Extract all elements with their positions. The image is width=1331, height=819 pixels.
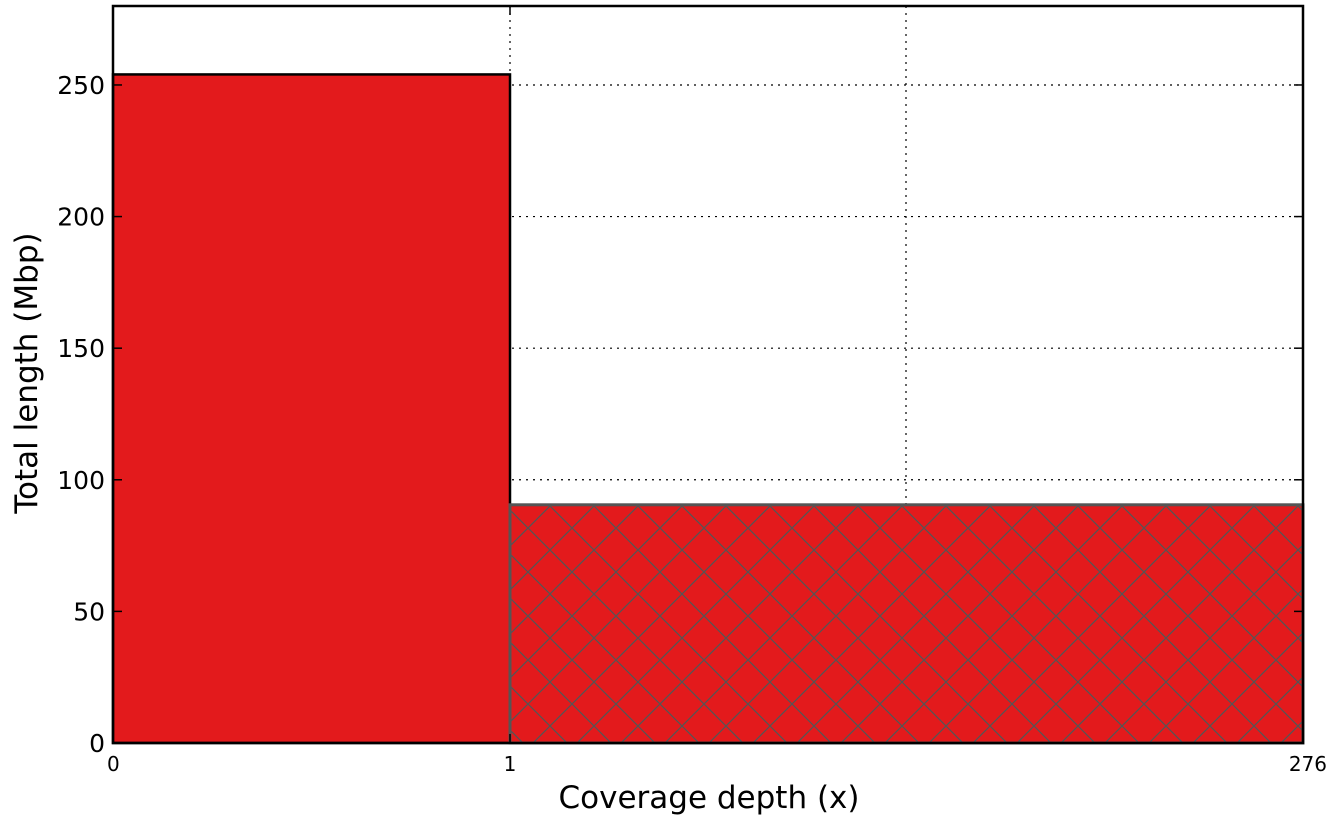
y-tick-label-5: 250 (57, 71, 105, 100)
bars-layer (111, 73, 1305, 745)
bar-0 (113, 74, 510, 743)
x-tick-label-2: 276 (1289, 752, 1327, 776)
y-tick-label-2: 100 (57, 466, 105, 495)
bar-hatch-1 (510, 504, 1303, 743)
ticks-layer: 0 50 100 150 200 250 0 1 276 (57, 6, 1327, 776)
y-tick-label-1: 50 (73, 597, 105, 626)
y-tick-label-0: 0 (89, 729, 105, 758)
x-tick-label-1: 1 (504, 752, 517, 776)
y-tick-label-4: 200 (57, 203, 105, 232)
x-axis-label: Coverage depth (x) (559, 780, 860, 816)
y-tick-label-3: 150 (57, 334, 105, 363)
x-tick-label-0: 0 (107, 752, 120, 776)
plot-frame (111, 4, 1305, 745)
y-axis-label: Total length (Mbp) (9, 232, 45, 514)
frame-layer (111, 4, 1305, 745)
